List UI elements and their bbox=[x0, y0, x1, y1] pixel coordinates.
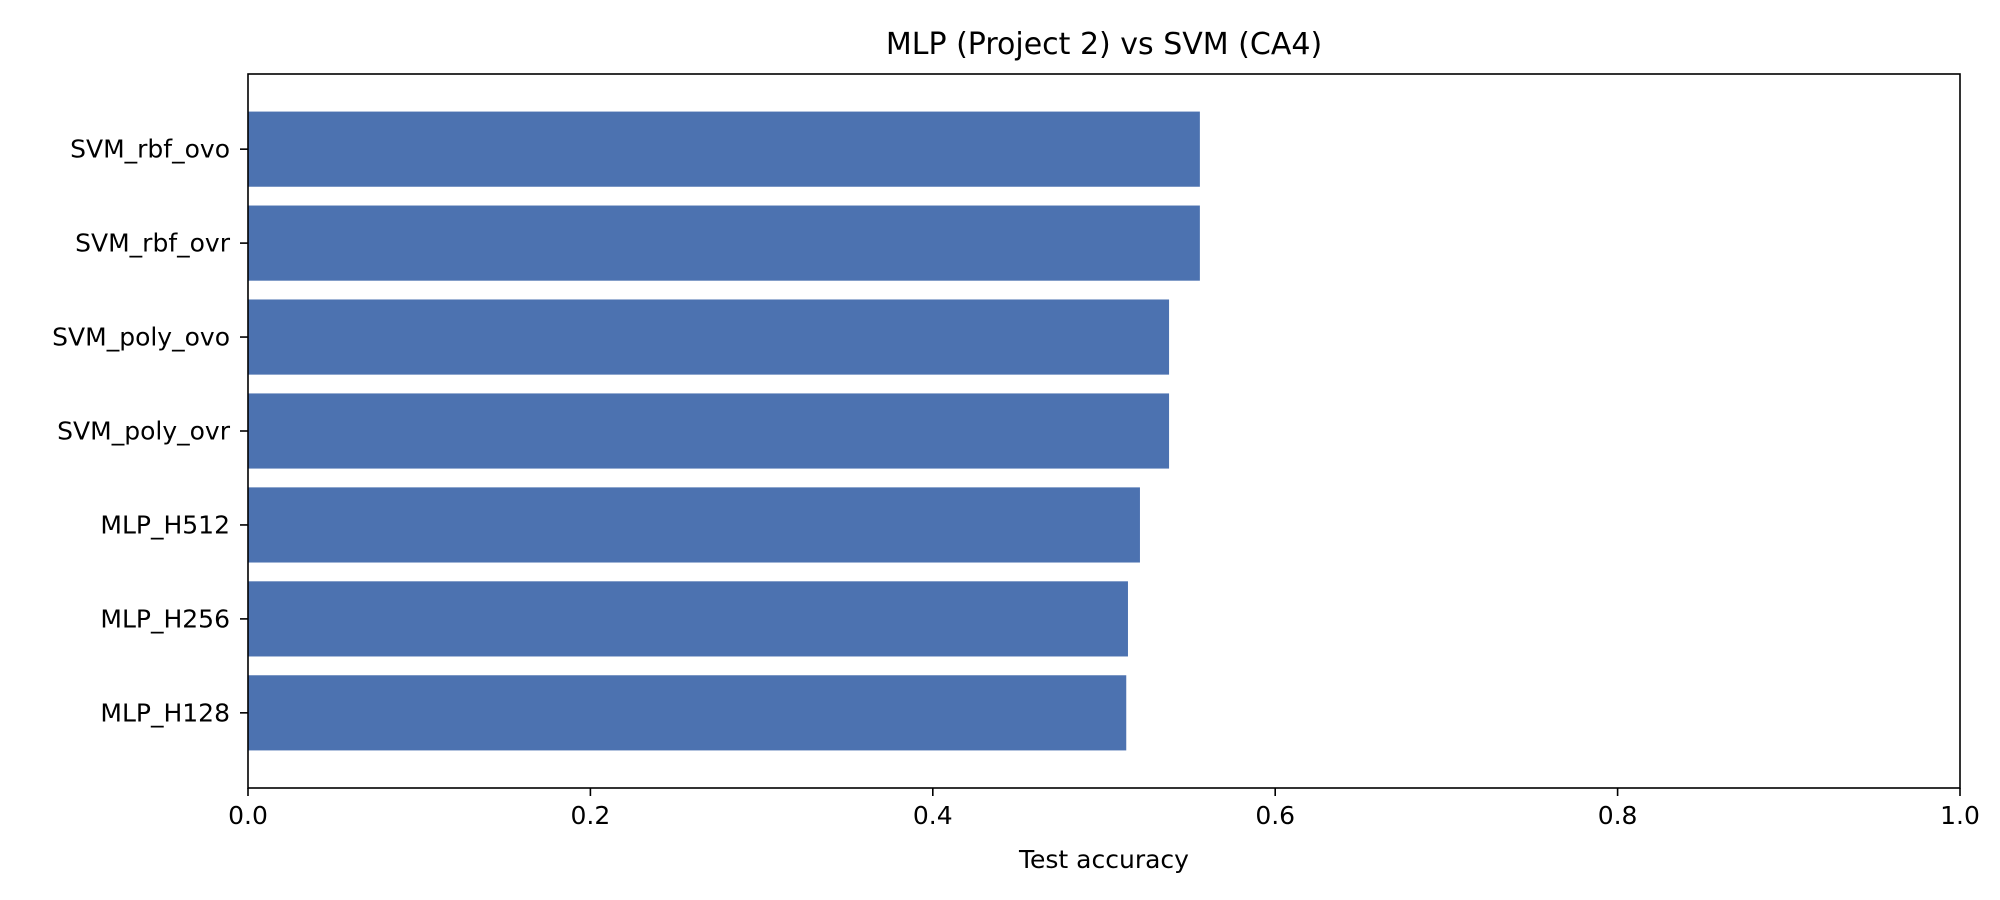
x-axis-label: Test accuracy bbox=[1018, 845, 1189, 874]
y-tick-label: SVM_poly_ovr bbox=[57, 417, 231, 446]
x-tick-label: 0.0 bbox=[228, 801, 268, 830]
y-tick-label: SVM_rbf_ovo bbox=[70, 135, 230, 164]
bar-SVM_poly_ovr bbox=[248, 393, 1170, 469]
chart-title: MLP (Project 2) vs SVM (CA4) bbox=[886, 27, 1322, 62]
bar-SVM_rbf_ovo bbox=[248, 111, 1200, 187]
y-tick-label: MLP_H256 bbox=[100, 604, 230, 633]
bar-MLP_H256 bbox=[248, 581, 1128, 657]
plot-frame bbox=[247, 73, 1961, 789]
x-tick-label: 0.6 bbox=[1255, 801, 1295, 830]
bar-MLP_H512 bbox=[248, 487, 1140, 563]
y-tick-label: MLP_H128 bbox=[100, 698, 230, 727]
x-tick-label: 1.0 bbox=[1940, 801, 1980, 830]
y-tick-label: SVM_rbf_ovr bbox=[75, 229, 231, 258]
x-axis-ticks: 0.0 0.2 0.4 0.6 0.8 1.0 bbox=[228, 788, 1980, 830]
bar-SVM_rbf_ovr bbox=[248, 205, 1200, 281]
bar-SVM_poly_ovo bbox=[248, 299, 1170, 375]
y-tick-label: SVM_poly_ovo bbox=[52, 323, 230, 352]
x-tick-label: 0.8 bbox=[1598, 801, 1638, 830]
x-tick-label: 0.4 bbox=[913, 801, 953, 830]
bars-group bbox=[248, 111, 1200, 751]
y-axis-ticks: SVM_rbf_ovo SVM_rbf_ovr SVM_poly_ovo SVM_po… bbox=[52, 135, 248, 727]
x-tick-label: 0.2 bbox=[571, 801, 611, 830]
bar-MLP_H128 bbox=[248, 675, 1127, 751]
y-tick-label: MLP_H512 bbox=[100, 510, 230, 539]
